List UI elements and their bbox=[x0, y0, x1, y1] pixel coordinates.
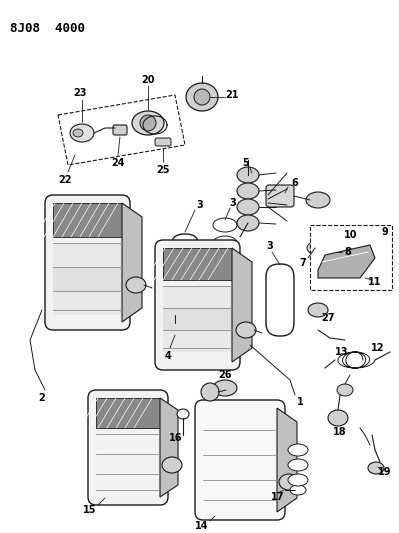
Text: 11: 11 bbox=[368, 277, 382, 287]
Polygon shape bbox=[163, 248, 232, 280]
Text: 2: 2 bbox=[39, 393, 45, 403]
Text: 6: 6 bbox=[292, 178, 298, 188]
Ellipse shape bbox=[328, 245, 342, 259]
FancyBboxPatch shape bbox=[88, 390, 168, 505]
Ellipse shape bbox=[237, 199, 259, 215]
Ellipse shape bbox=[306, 192, 330, 208]
Polygon shape bbox=[163, 308, 232, 330]
Text: 14: 14 bbox=[195, 521, 209, 531]
Bar bbox=[310, 225, 392, 290]
Polygon shape bbox=[53, 203, 122, 237]
Text: 8J08  4000: 8J08 4000 bbox=[10, 22, 85, 35]
Ellipse shape bbox=[213, 380, 237, 396]
Ellipse shape bbox=[213, 254, 237, 268]
Ellipse shape bbox=[237, 167, 259, 183]
FancyBboxPatch shape bbox=[266, 185, 294, 207]
Ellipse shape bbox=[290, 485, 306, 495]
FancyBboxPatch shape bbox=[195, 400, 285, 520]
Polygon shape bbox=[232, 248, 252, 362]
Ellipse shape bbox=[70, 124, 94, 142]
Text: 21: 21 bbox=[225, 90, 239, 100]
Text: 4: 4 bbox=[165, 351, 172, 361]
Text: 19: 19 bbox=[378, 467, 392, 477]
Text: 1: 1 bbox=[296, 397, 303, 407]
Polygon shape bbox=[160, 398, 178, 497]
Ellipse shape bbox=[236, 322, 256, 338]
FancyBboxPatch shape bbox=[171, 234, 199, 306]
Ellipse shape bbox=[237, 183, 259, 199]
FancyBboxPatch shape bbox=[45, 195, 130, 330]
Text: 9: 9 bbox=[381, 227, 388, 237]
Text: 7: 7 bbox=[300, 258, 306, 268]
Ellipse shape bbox=[328, 410, 348, 426]
Ellipse shape bbox=[213, 218, 237, 232]
Polygon shape bbox=[58, 95, 185, 165]
Polygon shape bbox=[163, 286, 232, 308]
Text: 15: 15 bbox=[83, 505, 97, 515]
FancyBboxPatch shape bbox=[155, 138, 171, 146]
Polygon shape bbox=[163, 330, 232, 352]
Text: 10: 10 bbox=[344, 230, 358, 240]
Text: 3: 3 bbox=[267, 241, 273, 251]
Ellipse shape bbox=[162, 457, 182, 473]
Text: 23: 23 bbox=[73, 88, 87, 98]
Text: 24: 24 bbox=[111, 158, 125, 168]
Ellipse shape bbox=[288, 459, 308, 471]
Ellipse shape bbox=[288, 444, 308, 456]
Text: 5: 5 bbox=[243, 158, 249, 168]
FancyBboxPatch shape bbox=[113, 125, 127, 135]
FancyBboxPatch shape bbox=[266, 264, 294, 336]
Ellipse shape bbox=[73, 129, 83, 137]
Ellipse shape bbox=[368, 462, 384, 474]
Polygon shape bbox=[277, 408, 297, 512]
Ellipse shape bbox=[337, 384, 353, 396]
Text: 22: 22 bbox=[58, 175, 72, 185]
Ellipse shape bbox=[308, 303, 328, 317]
Ellipse shape bbox=[307, 242, 323, 254]
Polygon shape bbox=[122, 203, 142, 322]
Ellipse shape bbox=[140, 115, 156, 131]
Polygon shape bbox=[53, 243, 122, 267]
Text: 17: 17 bbox=[271, 492, 285, 502]
Polygon shape bbox=[96, 398, 160, 428]
Ellipse shape bbox=[279, 474, 299, 490]
Text: 3: 3 bbox=[230, 198, 236, 208]
Ellipse shape bbox=[126, 277, 146, 293]
Text: 25: 25 bbox=[156, 165, 170, 175]
Polygon shape bbox=[318, 245, 375, 278]
Text: 3: 3 bbox=[197, 200, 203, 210]
Text: 20: 20 bbox=[141, 75, 155, 85]
Polygon shape bbox=[53, 291, 122, 315]
Text: 18: 18 bbox=[333, 427, 347, 437]
Ellipse shape bbox=[213, 236, 237, 250]
Ellipse shape bbox=[201, 383, 219, 401]
Text: 26: 26 bbox=[218, 370, 232, 380]
Ellipse shape bbox=[132, 111, 164, 135]
Ellipse shape bbox=[194, 89, 210, 105]
Text: 8: 8 bbox=[345, 247, 352, 257]
Ellipse shape bbox=[237, 215, 259, 231]
Ellipse shape bbox=[177, 409, 189, 419]
Text: 12: 12 bbox=[371, 343, 385, 353]
FancyBboxPatch shape bbox=[155, 240, 240, 370]
Ellipse shape bbox=[186, 83, 218, 111]
Ellipse shape bbox=[288, 474, 308, 486]
Text: 27: 27 bbox=[321, 313, 335, 323]
Polygon shape bbox=[53, 267, 122, 291]
Text: 13: 13 bbox=[335, 347, 349, 357]
Text: 16: 16 bbox=[169, 433, 183, 443]
Ellipse shape bbox=[170, 325, 180, 335]
